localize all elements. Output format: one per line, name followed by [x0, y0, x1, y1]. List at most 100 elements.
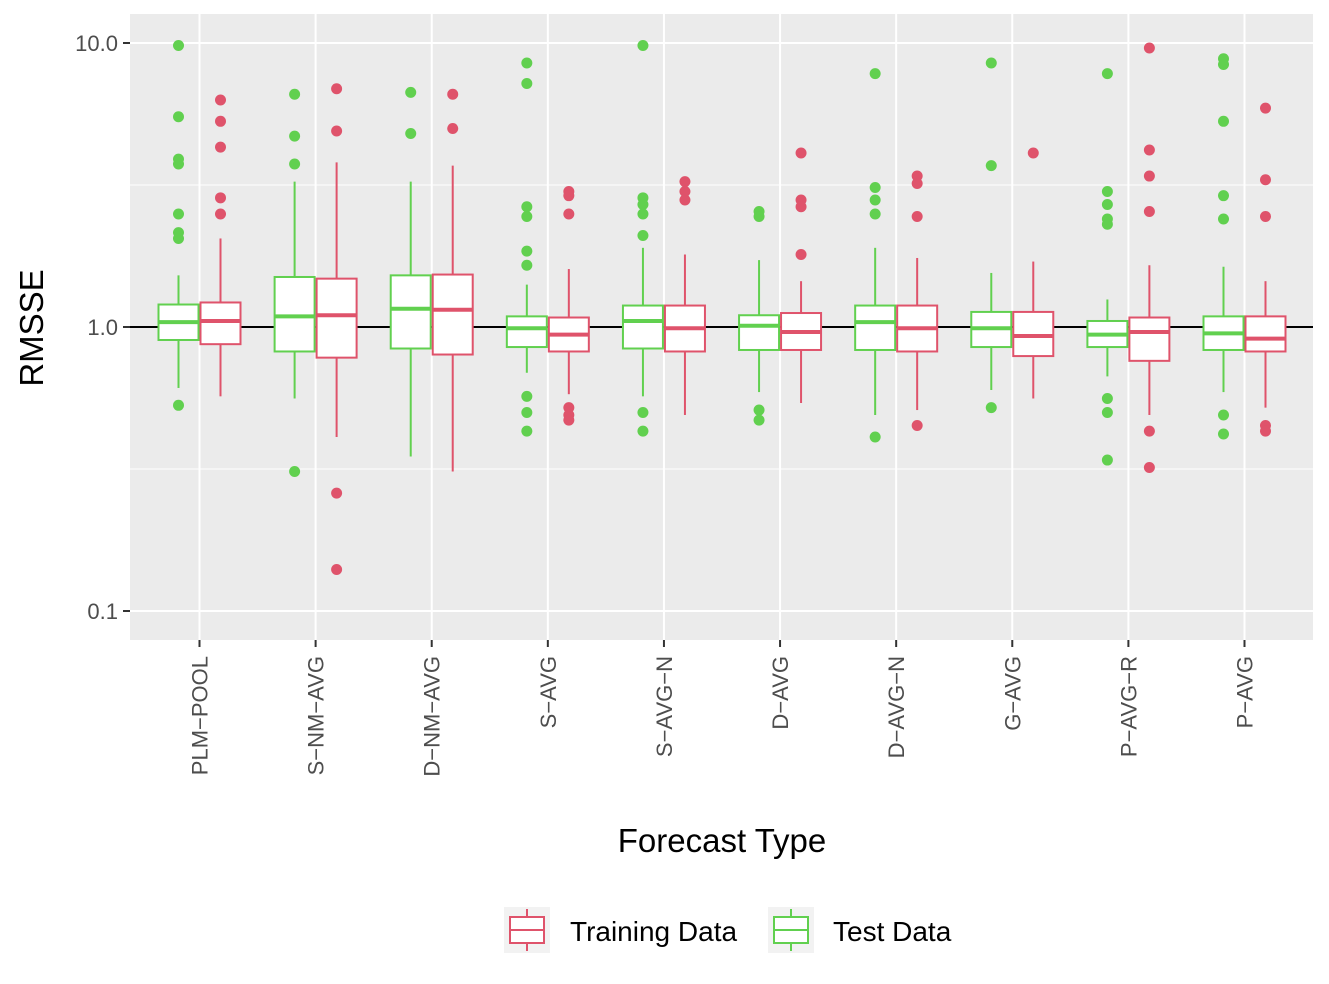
outlier-point: [869, 208, 881, 220]
outlier-point: [1143, 144, 1155, 156]
outlier-point: [985, 160, 997, 172]
outlier-point: [521, 57, 533, 69]
outlier-point: [521, 406, 533, 418]
box-iqr: [199, 301, 242, 346]
outlier-point: [1218, 190, 1229, 202]
outlier-point: [289, 88, 301, 100]
outlier-point: [753, 404, 765, 416]
outlier-point: [1260, 210, 1271, 222]
box-test-4: [621, 39, 664, 437]
outlier-point: [1218, 428, 1229, 440]
box-test-6: [854, 68, 897, 443]
outlier-point: [173, 232, 184, 244]
box-iqr: [854, 304, 897, 351]
y-tick-label: 1.0: [87, 315, 118, 340]
box-groups: [157, 39, 1287, 575]
box-test-7: [970, 57, 1013, 414]
outlier-point: [911, 419, 923, 431]
outlier-point: [521, 201, 533, 213]
outlier-point: [795, 201, 807, 213]
outlier-point: [215, 208, 226, 220]
outlier-point: [1027, 147, 1039, 159]
legend-label-training: Training Data: [570, 916, 737, 947]
outlier-point: [1260, 425, 1271, 437]
box-test-1: [273, 88, 316, 477]
outlier-point: [869, 181, 881, 193]
outlier-point: [795, 249, 807, 261]
outlier-point: [1143, 42, 1155, 54]
outlier-point: [637, 229, 649, 241]
legend-item-training: Training Data: [504, 907, 737, 953]
outlier-point: [1218, 213, 1229, 225]
x-tick-label: D−AVG: [768, 656, 793, 730]
y-tick-label: 10.0: [75, 31, 118, 56]
outlier-point: [563, 208, 575, 220]
outlier-point: [637, 425, 649, 437]
outlier-point: [331, 125, 343, 137]
y-axis-title: RMSSE: [13, 269, 50, 386]
box-iqr: [389, 274, 432, 350]
box-iqr: [621, 304, 664, 350]
box-training-0: [199, 94, 242, 397]
outlier-point: [173, 399, 184, 411]
box-training-1: [315, 83, 358, 575]
outlier-point: [405, 86, 417, 98]
outlier-point: [215, 94, 226, 106]
outlier-point: [1143, 170, 1155, 182]
box-test-5: [738, 206, 781, 426]
box-iqr: [431, 273, 474, 356]
x-tick-label: S−AVG−N: [652, 656, 677, 757]
outlier-point: [405, 128, 417, 140]
outlier-point: [173, 208, 184, 220]
outlier-point: [1260, 174, 1271, 186]
box-training-2: [431, 88, 474, 472]
box-training-4: [663, 176, 706, 415]
outlier-point: [679, 185, 691, 197]
x-tick-label: P−AVG−R: [1116, 656, 1141, 757]
outlier-point: [563, 414, 575, 426]
x-tick-label: S−NM−AVG: [304, 656, 329, 775]
outlier-point: [215, 141, 226, 153]
outlier-point: [521, 245, 533, 257]
outlier-point: [985, 402, 997, 414]
outlier-point: [521, 259, 533, 271]
outlier-point: [679, 194, 691, 206]
outlier-point: [637, 198, 649, 210]
outlier-point: [679, 176, 691, 188]
box-iqr: [1128, 316, 1171, 362]
outlier-point: [869, 194, 881, 206]
outlier-point: [1101, 393, 1113, 405]
outlier-point: [331, 83, 343, 95]
outlier-point: [911, 210, 923, 222]
outlier-point: [521, 425, 533, 437]
x-axis-title: Forecast Type: [618, 822, 827, 859]
outlier-point: [173, 111, 184, 123]
outlier-point: [173, 39, 184, 51]
outlier-point: [173, 158, 184, 170]
outlier-point: [637, 39, 649, 51]
outlier-point: [521, 78, 533, 90]
outlier-point: [215, 115, 226, 127]
x-tick-label: P−AVG: [1233, 656, 1258, 728]
box-training-3: [547, 185, 590, 426]
y-axis: 0.1 1.0 10.0: [75, 31, 130, 624]
outlier-point: [447, 88, 459, 100]
outlier-point: [911, 178, 923, 190]
outlier-point: [331, 563, 343, 575]
box-test-3: [505, 57, 548, 437]
outlier-point: [1218, 409, 1229, 421]
outlier-point: [869, 68, 881, 80]
y-tick-label: 0.1: [87, 599, 118, 624]
box-training-5: [780, 147, 823, 404]
outlier-point: [1143, 206, 1155, 218]
x-tick-label: D−NM−AVG: [420, 656, 445, 777]
outlier-point: [753, 210, 765, 222]
outlier-point: [637, 406, 649, 418]
outlier-point: [331, 487, 343, 499]
box-training-8: [1128, 42, 1171, 474]
box-test-0: [157, 39, 200, 411]
outlier-point: [795, 147, 807, 159]
outlier-point: [869, 431, 881, 443]
legend: Training Data Test Data: [504, 907, 952, 953]
